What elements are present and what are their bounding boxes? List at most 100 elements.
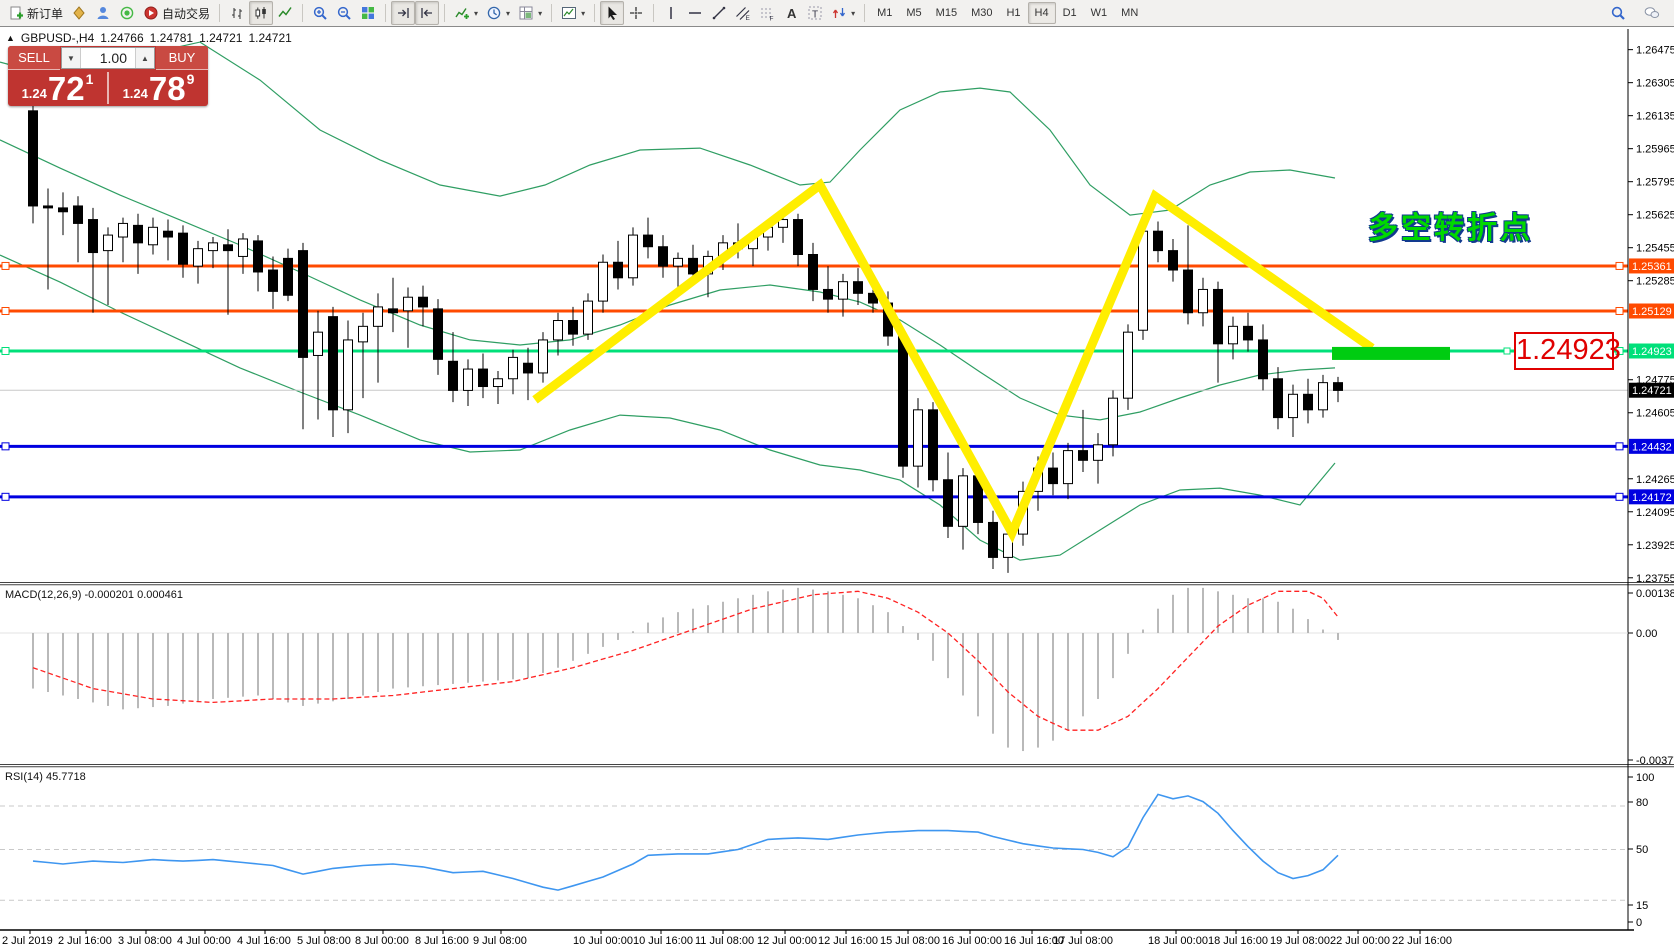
bid-price[interactable]: 1.24 72 1 — [8, 70, 107, 106]
toolbar-separator — [551, 4, 553, 22]
candle — [358, 312, 368, 399]
chevron-down-icon[interactable]: ▾ — [506, 8, 511, 18]
highlight-rectangle[interactable] — [1332, 346, 1450, 360]
chat-icon[interactable] — [1640, 1, 1664, 25]
price-marker-1.25361 — [1629, 258, 1674, 274]
channel-button[interactable]: E — [731, 1, 755, 25]
ask-price[interactable]: 1.24 78 9 — [109, 70, 208, 106]
chart-mini-button[interactable]: ▾ — [557, 1, 589, 25]
chevron-down-icon[interactable]: ▾ — [581, 8, 586, 18]
candle — [1123, 324, 1133, 410]
tile-windows-button[interactable] — [356, 1, 380, 25]
hline-anchor[interactable] — [1615, 307, 1624, 316]
volume-decrease-button[interactable]: ▼ — [62, 48, 81, 68]
chevron-down-icon[interactable]: ▾ — [538, 8, 543, 18]
timeframe-button-m5[interactable]: M5 — [906, 7, 922, 19]
bar-chart-button[interactable] — [225, 1, 249, 25]
timeframe-button-m15[interactable]: M15 — [935, 7, 958, 19]
hline-anchor[interactable] — [1, 347, 10, 355]
chevron-down-icon[interactable]: ▾ — [851, 8, 856, 18]
candle-chart-icon — [253, 5, 269, 21]
cursor-button[interactable] — [600, 1, 625, 25]
toolbar-group: 新订单 自动交易 — [4, 1, 214, 25]
timeframe-button-m1[interactable]: M1 — [877, 7, 893, 19]
timeframe-button-mn[interactable]: MN — [1121, 7, 1139, 19]
price-marker-label: 1.24432 — [1632, 441, 1672, 453]
period-clock-button[interactable]: ▾ — [482, 1, 514, 25]
candle — [208, 237, 218, 269]
hline-anchor[interactable] — [1615, 492, 1624, 501]
time-axis-label: 16 Jul 16:00 — [1004, 935, 1064, 947]
candle — [313, 310, 323, 420]
candle — [793, 213, 803, 267]
macd-axis-label: 0.001381 — [1636, 588, 1674, 600]
candle — [1258, 324, 1268, 391]
hline-button[interactable] — [683, 1, 707, 25]
candle — [193, 240, 203, 284]
trendline-button[interactable] — [707, 1, 731, 25]
buy-button[interactable]: BUY — [156, 46, 208, 70]
sell-button[interactable]: SELL — [8, 46, 60, 70]
hline-anchor[interactable] — [1, 442, 10, 451]
toolbar-group: ▾ ▾ ▾ — [450, 1, 546, 25]
time-axis-label: 2 Jul 2019 — [2, 935, 53, 947]
text-label-button[interactable]: T — [803, 1, 827, 25]
text-a-button[interactable]: A — [779, 1, 803, 25]
candle — [238, 233, 248, 274]
candle — [1288, 384, 1298, 438]
timeframe-button-m30[interactable]: M30 — [971, 7, 993, 19]
hline-anchor[interactable] — [1, 261, 10, 270]
price-axis-label: 1.23925 — [1636, 540, 1674, 552]
crosshair-button[interactable] — [624, 1, 648, 25]
hline-anchor[interactable] — [1615, 442, 1624, 451]
rsi-axis-label: 15 — [1636, 900, 1648, 912]
candle — [823, 266, 833, 313]
price-marker-label: 1.24172 — [1632, 492, 1672, 504]
zoom-out-button[interactable] — [332, 1, 356, 25]
volume-value[interactable]: 1.00 — [99, 50, 127, 66]
candle — [1108, 390, 1118, 457]
bollinger-lower-band — [0, 254, 1336, 561]
arrows-button[interactable]: ▾ — [827, 1, 859, 25]
timeframe-button-h1[interactable]: H1 — [1006, 7, 1021, 19]
indicators-button[interactable]: ▾ — [450, 1, 482, 25]
collapse-triangle-icon[interactable]: ▲ — [6, 33, 15, 43]
line-chart-button[interactable] — [273, 1, 297, 25]
profile-button[interactable] — [91, 1, 115, 25]
chart-canvas[interactable]: 1.26475 1.26305 1.26135 1.25965 1.25795 1.256… — [0, 29, 1674, 947]
zigzag-trendline[interactable] — [532, 178, 1375, 544]
timeframe-button-h4[interactable]: H4 — [1027, 2, 1056, 24]
candle — [1153, 221, 1163, 263]
timeframe-button-w1[interactable]: W1 — [1090, 7, 1108, 19]
timeframe-button-d1[interactable]: D1 — [1062, 7, 1077, 19]
shift-chart-button[interactable] — [415, 1, 440, 25]
toolbar-group: ▾ — [557, 1, 589, 25]
candle — [388, 277, 398, 333]
new-order-button[interactable]: 新订单 — [4, 1, 67, 25]
chart-new-button[interactable] — [67, 1, 91, 25]
volume-increase-button[interactable]: ▲ — [135, 48, 154, 68]
ask-prefix: 1.24 — [122, 86, 148, 101]
ohlc-close: 1.24721 — [248, 31, 292, 45]
autotrade-button[interactable]: 自动交易 — [139, 1, 214, 25]
hline-anchor[interactable] — [1, 492, 10, 501]
scroll-end-button[interactable] — [391, 1, 416, 25]
zoom-in-button[interactable] — [308, 1, 332, 25]
signals-button[interactable] — [115, 1, 139, 25]
template-button[interactable]: ▾ — [514, 1, 546, 25]
hline-anchor[interactable] — [1615, 347, 1624, 355]
candle-chart-button[interactable] — [249, 1, 274, 25]
hline-anchor[interactable] — [1615, 261, 1624, 270]
price-callout-box[interactable]: 1.24923 — [1514, 332, 1621, 370]
chevron-down-icon[interactable]: ▾ — [474, 8, 479, 18]
chart-annotation-text[interactable]: 多空转折点 — [1368, 212, 1533, 245]
search-icon[interactable] — [1606, 1, 1630, 25]
candle — [1063, 442, 1073, 500]
hline-anchor[interactable] — [1, 307, 10, 316]
fibonacci-button[interactable]: F — [755, 1, 779, 25]
candle — [1168, 238, 1178, 282]
candle — [73, 196, 83, 263]
time-axis-label: 22 Jul 00:00 — [1330, 935, 1390, 947]
vline-button[interactable] — [659, 1, 683, 25]
